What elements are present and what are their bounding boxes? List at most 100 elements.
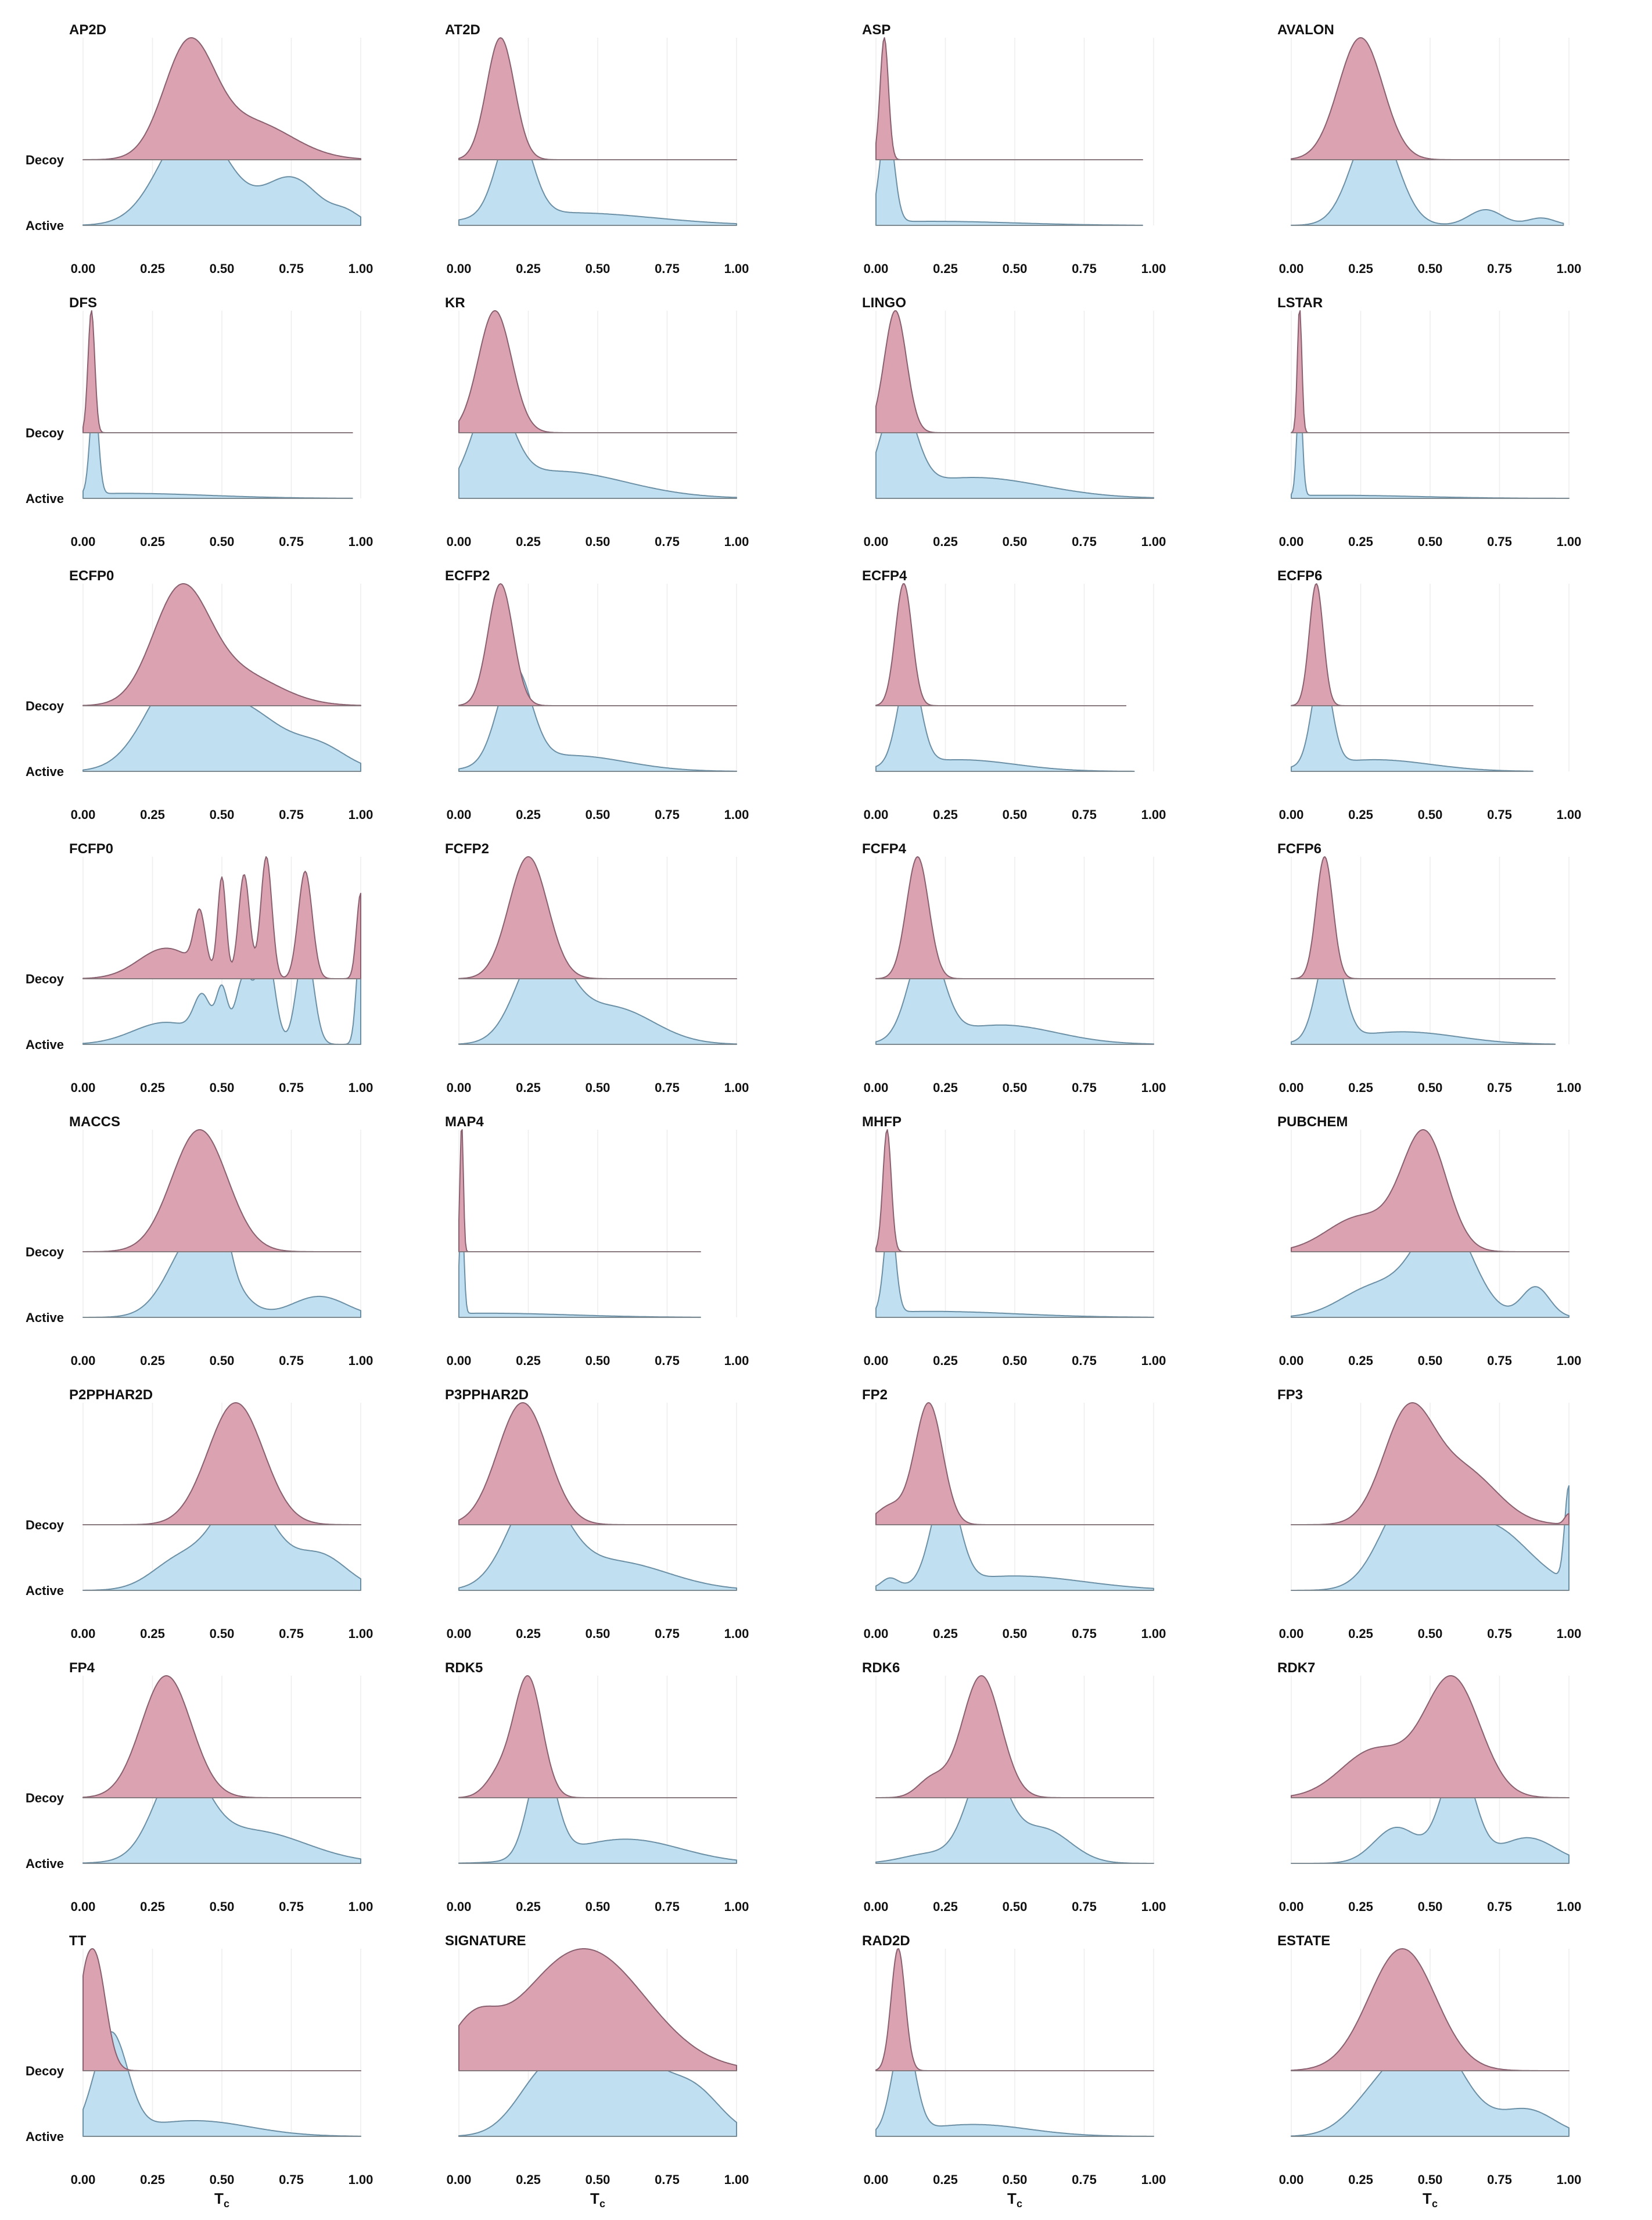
x-tick-label: 0.50 xyxy=(210,807,235,822)
panel-kr: KR 0.00 0.25 0.50 0.75 1.00 xyxy=(445,295,749,549)
x-tick-label: 0.25 xyxy=(933,1899,958,1914)
active-density xyxy=(875,120,1143,226)
panel-title: FP2 xyxy=(862,1387,888,1403)
x-tick-label: 1.00 xyxy=(1557,1353,1582,1368)
x-tick-label: 0.75 xyxy=(279,534,304,549)
x-tick-label: 0.25 xyxy=(516,2172,541,2187)
x-tick-label: 0.50 xyxy=(586,1899,610,1914)
panel-title: FP3 xyxy=(1277,1387,1303,1403)
x-tick-label: 1.00 xyxy=(349,534,374,549)
x-tick-label: 0.25 xyxy=(516,1899,541,1914)
panel-title: LSTAR xyxy=(1277,295,1323,311)
active-density xyxy=(458,1758,737,1864)
x-tick-label: 0.50 xyxy=(586,261,610,276)
x-tick-label: 0.50 xyxy=(1003,1353,1028,1368)
x-tick-label: 0.75 xyxy=(1072,2172,1097,2187)
row-label-decoy: Decoy xyxy=(26,972,64,986)
x-tick-label: 0.75 xyxy=(655,2172,680,2187)
panel-ap2d: AP2D Decoy Active 0.00 0.25 0.50 0.75 1.00 xyxy=(26,22,373,276)
panel-p2pphar2d: P2PPHAR2D Decoy Active 0.00 0.25 0.50 0.75 1.00 xyxy=(26,1387,373,1641)
x-tick-label: 0.50 xyxy=(586,534,610,549)
x-tick-label: 1.00 xyxy=(349,2172,374,2187)
panel-title: P2PPHAR2D xyxy=(69,1387,153,1403)
x-tick-label: 0.50 xyxy=(210,2172,235,2187)
x-tick-label: 0.50 xyxy=(210,1626,235,1641)
x-tick-label: 0.25 xyxy=(140,807,165,822)
panel-title: FCFP0 xyxy=(69,841,113,857)
row-label-active: Active xyxy=(26,1037,64,1052)
x-tick-label: 1.00 xyxy=(724,2172,749,2187)
x-tick-label: 0.50 xyxy=(586,1353,610,1368)
x-tick-label: 0.00 xyxy=(1279,2172,1304,2187)
x-tick-label: 0.00 xyxy=(71,2172,96,2187)
active-density xyxy=(82,939,361,1045)
x-tick-label: 0.50 xyxy=(1418,1353,1443,1368)
x-tick-label: 0.75 xyxy=(655,1899,680,1914)
x-tick-label: 1.00 xyxy=(349,1080,374,1095)
x-tick-label: 0.00 xyxy=(447,1080,472,1095)
x-tick-label: 0.75 xyxy=(1487,261,1512,276)
x-tick-label: 0.25 xyxy=(140,1626,165,1641)
panel-map4: MAP4 0.00 0.25 0.50 0.75 1.00 xyxy=(445,1114,749,1368)
panel-title: ESTATE xyxy=(1277,1933,1330,1949)
panel-fp4: FP4 Decoy Active 0.00 0.25 0.50 0.75 1.00 xyxy=(26,1660,373,1914)
x-tick-label: 0.00 xyxy=(447,2172,472,2187)
x-tick-label: 0.25 xyxy=(140,1353,165,1368)
x-tick-label: 0.00 xyxy=(447,1353,472,1368)
decoy-density xyxy=(1291,583,1534,706)
x-tick-label: 0.25 xyxy=(516,807,541,822)
x-tick-label: 0.75 xyxy=(279,1080,304,1095)
x-tick-label: 0.25 xyxy=(516,1626,541,1641)
x-tick-label: 1.00 xyxy=(724,1353,749,1368)
x-tick-label: 0.00 xyxy=(71,807,96,822)
x-tick-label: 0.75 xyxy=(655,1353,680,1368)
panel-p3pphar2d: P3PPHAR2D 0.00 0.25 0.50 0.75 1.00 xyxy=(445,1387,749,1641)
panel-title: ECFP2 xyxy=(445,568,490,584)
row-label-active: Active xyxy=(26,2129,64,2144)
panel-lstar: LSTAR 0.00 0.25 0.50 0.75 1.00 xyxy=(1277,295,1581,549)
x-tick-label: 1.00 xyxy=(724,261,749,276)
panel-title: ASP xyxy=(862,22,890,38)
x-tick-label: 0.00 xyxy=(864,1899,889,1914)
panel-lingo: LINGO 0.00 0.25 0.50 0.75 1.00 xyxy=(862,295,1166,549)
panel-rdk5: RDK5 0.00 0.25 0.50 0.75 1.00 xyxy=(445,1660,749,1914)
x-tick-label: 1.00 xyxy=(1557,1080,1582,1095)
x-tick-label: 0.00 xyxy=(864,807,889,822)
x-tick-label: 0.00 xyxy=(71,261,96,276)
panel-fcfp6: FCFP6 0.00 0.25 0.50 0.75 1.00 xyxy=(1277,841,1581,1095)
x-tick-label: 0.00 xyxy=(71,1080,96,1095)
row-label-decoy: Decoy xyxy=(26,1518,64,1532)
x-tick-label: 0.50 xyxy=(1003,1626,1028,1641)
panel-ecfp4: ECFP4 0.00 0.25 0.50 0.75 1.00 xyxy=(862,568,1166,822)
panel-tt: TT Decoy Active 0.00 0.25 0.50 0.75 1.00 Tc xyxy=(26,1933,373,2210)
x-tick-label: 0.00 xyxy=(864,1080,889,1095)
panel-title: ECFP6 xyxy=(1277,568,1322,584)
panel-title: PUBCHEM xyxy=(1277,1114,1348,1130)
x-tick-label: 0.75 xyxy=(279,1626,304,1641)
x-tick-label: 0.25 xyxy=(516,1353,541,1368)
decoy-density xyxy=(458,1129,701,1252)
x-tick-label: 0.00 xyxy=(447,1899,472,1914)
x-tick-label: 1.00 xyxy=(1557,534,1582,549)
x-tick-label: 0.75 xyxy=(279,807,304,822)
x-tick-label: 0.00 xyxy=(1279,1353,1304,1368)
row-label-active: Active xyxy=(26,491,64,506)
x-tick-label: 1.00 xyxy=(1141,807,1166,822)
panel-ecfp2: ECFP2 0.00 0.25 0.50 0.75 1.00 xyxy=(445,568,749,822)
x-tick-label: 1.00 xyxy=(1557,2172,1582,2187)
x-tick-label: 1.00 xyxy=(1557,1626,1582,1641)
panel-title: FCFP2 xyxy=(445,841,489,857)
decoy-density xyxy=(82,310,353,433)
x-tick-label: 1.00 xyxy=(1141,534,1166,549)
x-tick-label: 0.75 xyxy=(655,261,680,276)
x-tick-label: 0.25 xyxy=(516,261,541,276)
active-density xyxy=(82,393,353,499)
x-tick-label: 0.00 xyxy=(447,534,472,549)
x-tick-label: 0.75 xyxy=(279,2172,304,2187)
x-tick-label: 0.75 xyxy=(1487,1080,1512,1095)
x-tick-label: 1.00 xyxy=(724,534,749,549)
decoy-density xyxy=(82,1402,361,1525)
x-tick-label: 0.75 xyxy=(279,1899,304,1914)
active-density xyxy=(875,1212,1154,1318)
x-tick-label: 1.00 xyxy=(1557,1899,1582,1914)
